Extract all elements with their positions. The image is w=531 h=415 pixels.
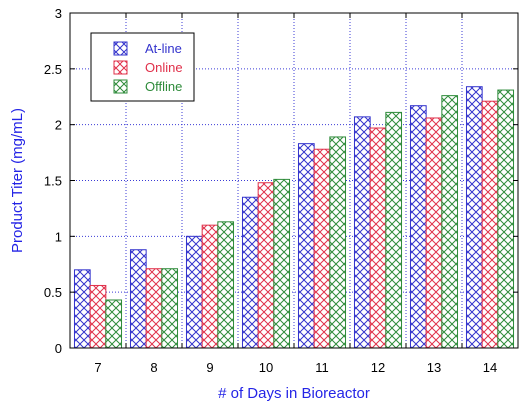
legend-label: At-line — [145, 41, 182, 56]
x-tick-label: 10 — [259, 360, 273, 375]
grid-lines — [70, 13, 518, 348]
legend-swatch — [113, 60, 128, 75]
bar-at-line-day-8 — [129, 249, 147, 349]
y-axis-ticks: 0 0.5 1 1.5 2 2.5 3 — [44, 6, 518, 356]
bar-online-day-7 — [89, 284, 107, 349]
y-tick-label: 3 — [55, 6, 62, 21]
y-tick-label: 2.5 — [44, 62, 62, 77]
x-tick-label: 9 — [206, 360, 213, 375]
x-axis-ticks: 7 8 9 10 11 12 13 14 — [94, 13, 497, 375]
legend-swatch — [113, 41, 128, 56]
bar-online-day-10 — [257, 182, 275, 349]
bar-offline-day-7 — [105, 299, 123, 349]
x-tick-label: 7 — [94, 360, 101, 375]
bar-offline-day-14 — [497, 89, 515, 349]
bar-offline-day-8 — [161, 268, 179, 349]
bar-online-day-9 — [201, 224, 219, 349]
legend-swatch — [113, 79, 128, 94]
bar-at-line-day-10 — [241, 196, 259, 349]
legend-label: Online — [145, 60, 183, 75]
bar-online-day-13 — [425, 117, 443, 349]
x-tick-label: 8 — [150, 360, 157, 375]
bar-online-day-12 — [369, 127, 387, 349]
bar-online-day-11 — [313, 148, 331, 349]
x-tick-label: 12 — [371, 360, 385, 375]
bar-offline-day-11 — [329, 136, 347, 349]
bar-at-line-day-11 — [297, 143, 315, 349]
legend-box — [90, 32, 195, 102]
y-tick-label: 1 — [55, 229, 62, 244]
bar-at-line-day-12 — [353, 116, 371, 349]
bar-online-day-8 — [145, 268, 163, 349]
y-tick-label: 0 — [55, 341, 62, 356]
x-tick-label: 11 — [315, 360, 329, 375]
bar-at-line-day-9 — [185, 235, 203, 349]
bar-offline-day-13 — [441, 95, 459, 349]
legend-label: Offline — [145, 79, 182, 94]
bar-at-line-day-13 — [409, 105, 427, 349]
bar-offline-day-12 — [385, 111, 403, 349]
bar-offline-day-9 — [217, 221, 235, 349]
y-tick-label: 2 — [55, 118, 62, 133]
bar-at-line-day-14 — [465, 86, 483, 349]
bar-online-day-14 — [481, 100, 499, 349]
bar-offline-day-10 — [273, 178, 291, 349]
x-tick-label: 14 — [483, 360, 497, 375]
bar-at-line-day-7 — [73, 269, 91, 349]
y-tick-label: 0.5 — [44, 285, 62, 300]
y-tick-label: 1.5 — [44, 174, 62, 189]
bar-series-group — [73, 86, 515, 349]
x-axis-label: # of Days in Bioreactor — [218, 385, 370, 402]
y-axis-label: Product Titer (mg/mL) — [9, 108, 26, 253]
x-tick-label: 13 — [427, 360, 441, 375]
legend: At-line Online Offline — [90, 32, 195, 102]
